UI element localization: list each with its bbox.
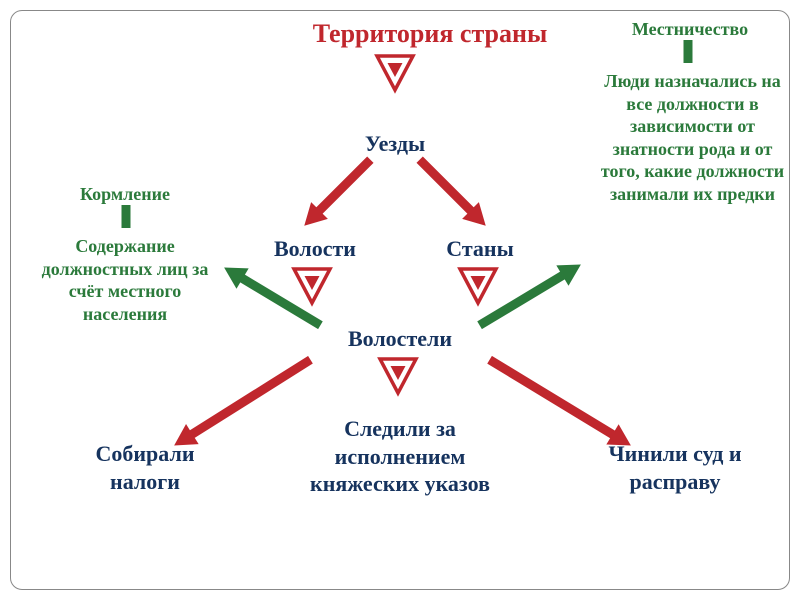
node-mestnich_body: Люди назначались на все должности в зави… [595, 70, 790, 205]
node-title: Территория страны [280, 18, 580, 51]
node-kormlenie_body: Содержание должностных лиц за счёт местн… [40, 235, 210, 325]
node-sledili: Следили за исполнением княжеских указов [280, 415, 520, 498]
node-kormlenie_title: Кормление [55, 183, 195, 206]
node-mestnich_title: Местничество [605, 18, 775, 41]
node-nalogi: Собирали налоги [60, 440, 230, 495]
node-stany: Станы [420, 235, 540, 263]
node-uezdy: Уезды [335, 130, 455, 158]
node-chinili: Чинили суд и расправу [575, 440, 775, 495]
node-volosti: Волости [255, 235, 375, 263]
node-volosteli: Волостели [325, 325, 475, 353]
